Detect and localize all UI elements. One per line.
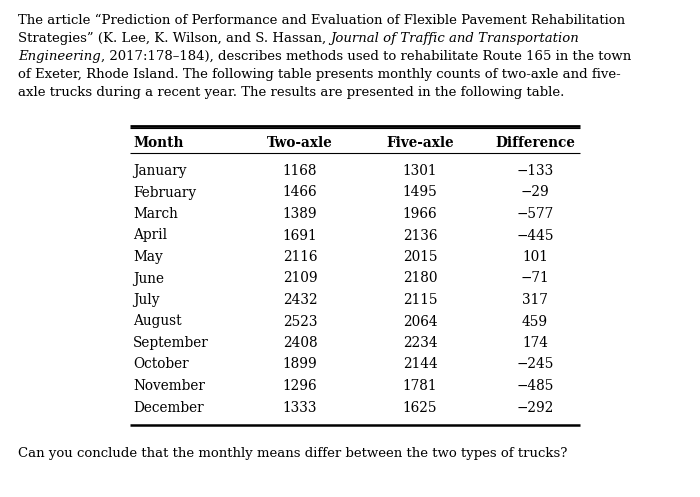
Text: 2015: 2015 <box>402 250 438 264</box>
Text: 2064: 2064 <box>402 315 438 329</box>
Text: 2234: 2234 <box>402 336 438 350</box>
Text: 1466: 1466 <box>283 185 317 199</box>
Text: −445: −445 <box>517 229 554 243</box>
Text: 2144: 2144 <box>402 357 438 371</box>
Text: January: January <box>133 164 186 178</box>
Text: March: March <box>133 207 178 221</box>
Text: 2432: 2432 <box>283 293 317 307</box>
Text: 317: 317 <box>522 293 548 307</box>
Text: Strategies” (K. Lee, K. Wilson, and S. Hassan,: Strategies” (K. Lee, K. Wilson, and S. H… <box>18 32 330 45</box>
Text: April: April <box>133 229 167 243</box>
Text: June: June <box>133 271 164 285</box>
Text: 459: 459 <box>522 315 548 329</box>
Text: December: December <box>133 401 204 414</box>
Text: 1389: 1389 <box>283 207 317 221</box>
Text: 174: 174 <box>522 336 548 350</box>
Text: May: May <box>133 250 162 264</box>
Text: 1333: 1333 <box>283 401 317 414</box>
Text: Five-axle: Five-axle <box>386 136 454 150</box>
Text: 1495: 1495 <box>402 185 438 199</box>
Text: Journal of Traffic and Transportation: Journal of Traffic and Transportation <box>330 32 579 45</box>
Text: −29: −29 <box>521 185 550 199</box>
Text: −245: −245 <box>517 357 554 371</box>
Text: 1625: 1625 <box>402 401 438 414</box>
Text: 1966: 1966 <box>402 207 438 221</box>
Text: July: July <box>133 293 160 307</box>
Text: August: August <box>133 315 181 329</box>
Text: 2109: 2109 <box>283 271 317 285</box>
Text: Can you conclude that the monthly means differ between the two types of trucks?: Can you conclude that the monthly means … <box>18 447 568 460</box>
Text: −292: −292 <box>517 401 554 414</box>
Text: 1899: 1899 <box>283 357 317 371</box>
Text: axle trucks during a recent year. The results are presented in the following tab: axle trucks during a recent year. The re… <box>18 86 564 99</box>
Text: −485: −485 <box>517 379 554 393</box>
Text: of Exeter, Rhode Island. The following table presents monthly counts of two-axle: of Exeter, Rhode Island. The following t… <box>18 68 621 81</box>
Text: 2523: 2523 <box>283 315 317 329</box>
Text: November: November <box>133 379 205 393</box>
Text: Two-axle: Two-axle <box>267 136 333 150</box>
Text: Difference: Difference <box>495 136 575 150</box>
Text: −71: −71 <box>521 271 550 285</box>
Text: Engineering: Engineering <box>18 50 101 63</box>
Text: 2408: 2408 <box>283 336 317 350</box>
Text: −577: −577 <box>517 207 554 221</box>
Text: 1296: 1296 <box>283 379 317 393</box>
Text: 1781: 1781 <box>402 379 438 393</box>
Text: October: October <box>133 357 188 371</box>
Text: The article “Prediction of Performance and Evaluation of Flexible Pavement Rehab: The article “Prediction of Performance a… <box>18 14 625 27</box>
Text: 101: 101 <box>522 250 548 264</box>
Text: 1168: 1168 <box>283 164 317 178</box>
Text: 2180: 2180 <box>402 271 438 285</box>
Text: 1691: 1691 <box>283 229 317 243</box>
Text: 2136: 2136 <box>402 229 438 243</box>
Text: 1301: 1301 <box>402 164 438 178</box>
Text: September: September <box>133 336 209 350</box>
Text: , 2017:178–184), describes methods used to rehabilitate Route 165 in the town: , 2017:178–184), describes methods used … <box>101 50 631 63</box>
Text: −133: −133 <box>517 164 554 178</box>
Text: Month: Month <box>133 136 183 150</box>
Text: February: February <box>133 185 196 199</box>
Text: 2115: 2115 <box>402 293 438 307</box>
Text: 2116: 2116 <box>283 250 317 264</box>
